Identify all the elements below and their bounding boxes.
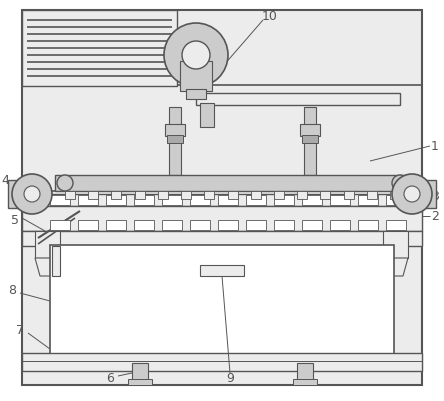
Bar [274, 191, 284, 199]
Bar [218, 220, 238, 230]
Text: 9: 9 [226, 373, 234, 385]
Bar [134, 220, 154, 230]
Bar [88, 191, 98, 199]
Circle shape [182, 41, 210, 69]
Bar [190, 195, 210, 205]
Bar [358, 195, 378, 205]
Bar [330, 195, 350, 205]
Bar [22, 10, 177, 86]
Bar [274, 220, 294, 230]
Bar [302, 220, 322, 230]
Bar [106, 220, 126, 230]
Text: 5: 5 [11, 215, 19, 227]
Text: 1: 1 [431, 140, 439, 152]
Bar [181, 191, 191, 199]
Bar [386, 195, 406, 205]
Bar [246, 220, 266, 230]
Circle shape [392, 174, 432, 214]
Polygon shape [35, 258, 60, 276]
Bar [344, 191, 353, 199]
Bar [196, 93, 400, 105]
Bar [390, 191, 400, 199]
Bar [165, 124, 185, 136]
Circle shape [392, 175, 408, 191]
Bar [8, 180, 30, 208]
Bar [111, 191, 121, 199]
Bar [22, 353, 422, 371]
Bar [180, 61, 212, 91]
Polygon shape [383, 258, 408, 276]
Bar [50, 220, 70, 230]
Bar [367, 191, 377, 199]
Text: 6: 6 [106, 373, 114, 385]
Bar [297, 363, 313, 381]
Circle shape [404, 186, 420, 202]
Bar [297, 191, 307, 199]
Bar [330, 220, 350, 230]
Circle shape [12, 174, 52, 214]
Bar [135, 191, 145, 199]
Bar [65, 191, 75, 199]
Bar [162, 195, 182, 205]
Text: 10: 10 [262, 10, 278, 22]
Bar [300, 124, 320, 136]
Bar [22, 85, 422, 191]
Bar [386, 220, 406, 230]
Bar [22, 206, 422, 231]
Bar [50, 195, 70, 205]
Text: 8: 8 [8, 284, 16, 298]
Circle shape [57, 175, 73, 191]
Bar [304, 107, 316, 175]
Bar [78, 220, 98, 230]
Bar [167, 135, 183, 143]
Bar [186, 89, 206, 99]
Bar [218, 195, 238, 205]
Circle shape [164, 23, 228, 87]
Bar [22, 231, 422, 246]
Bar [302, 135, 318, 143]
Bar [414, 180, 436, 208]
Bar [246, 195, 266, 205]
Bar [383, 231, 408, 258]
Bar [169, 107, 181, 175]
Bar [106, 195, 126, 205]
Bar [52, 246, 60, 276]
Bar [55, 175, 410, 191]
Bar [190, 220, 210, 230]
Bar [162, 220, 182, 230]
Bar [132, 363, 148, 381]
Bar [227, 191, 238, 199]
Bar [200, 265, 244, 276]
Bar [134, 195, 154, 205]
Bar [50, 245, 394, 355]
Bar [274, 195, 294, 205]
Text: 7: 7 [16, 324, 24, 338]
Circle shape [24, 186, 40, 202]
Bar [78, 195, 98, 205]
Text: 4: 4 [1, 174, 9, 188]
Bar [293, 379, 317, 385]
Bar [128, 379, 152, 385]
Bar [302, 195, 322, 205]
Bar [158, 191, 168, 199]
Bar [321, 191, 330, 199]
Text: 2: 2 [431, 209, 439, 223]
Bar [22, 194, 422, 206]
Bar [200, 103, 214, 127]
Bar [204, 191, 214, 199]
Bar [251, 191, 261, 199]
Bar [358, 220, 378, 230]
Bar [35, 231, 60, 258]
Text: 3: 3 [431, 190, 439, 203]
